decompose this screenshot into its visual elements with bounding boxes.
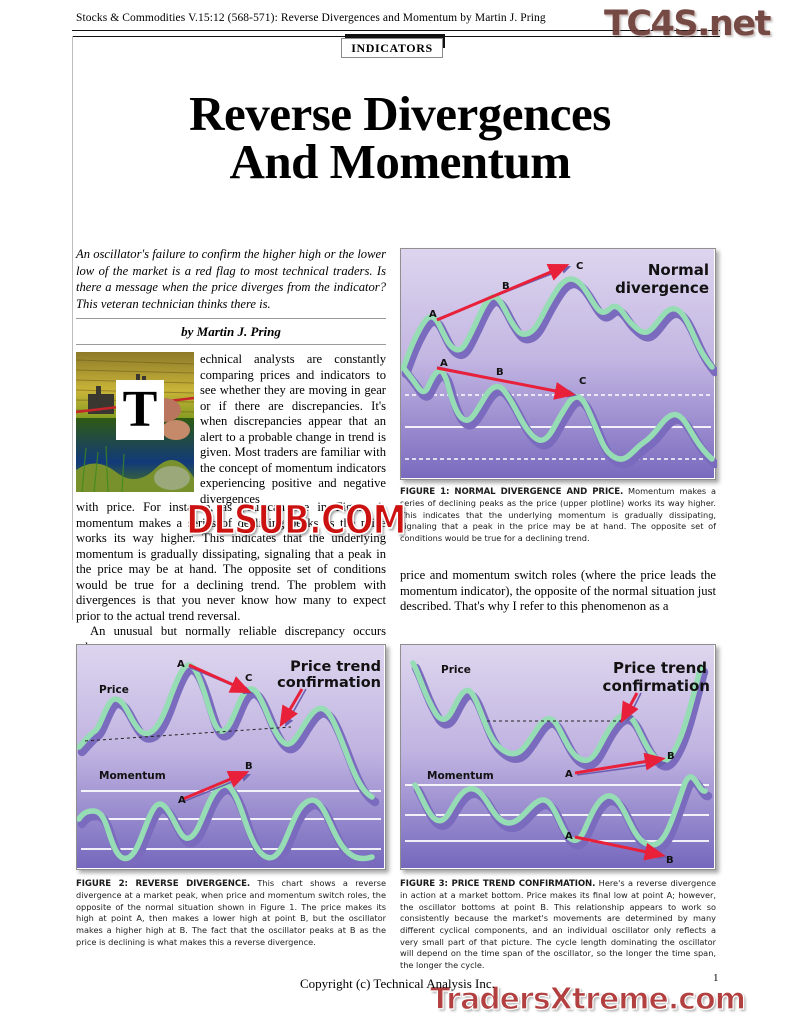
- figure-1-caption-body: Momentum makes a series of declining pea…: [400, 486, 716, 544]
- drop-cap: T: [116, 380, 164, 440]
- tradersxtreme-watermark: TradersXtreme.com: [429, 981, 746, 1017]
- figure-1-caption: FIGURE 1: NORMAL DIVERGENCE AND PRICE. M…: [400, 486, 716, 545]
- figure-1-price-marker-b: B: [502, 281, 510, 292]
- figure-1-momentum-marker-b: B: [496, 367, 504, 378]
- header-rule-top: [72, 30, 720, 31]
- figure-3-chart: A B A B Price Momentum Price trend confi…: [400, 644, 716, 870]
- figure-3-momentum-marker-b: B: [666, 855, 674, 866]
- copyright-notice: Copyright (c) Technical Analysis Inc.: [300, 976, 495, 991]
- figure-3-annotation-line1: Price trend: [613, 659, 707, 677]
- tc4s-watermark: TC4S.net: [604, 4, 771, 44]
- figure-2-caption-body: This chart shows a reverse divergence at…: [76, 878, 387, 947]
- figure-1-momentum-marker-c: C: [579, 376, 586, 387]
- figure-2-momentum-marker-b: B: [245, 761, 253, 772]
- figure-3-price-marker-b: B: [667, 751, 675, 762]
- figure-1-momentum-marker-a: A: [440, 358, 448, 369]
- figure-1-chart: A B C A B C Normal divergence: [400, 248, 717, 480]
- figure-1-annotation-line1: Normal: [648, 261, 709, 279]
- title-line-1: Reverse Divergences: [189, 86, 611, 141]
- figure-2-momentum-marker-a: A: [178, 795, 186, 806]
- figure-3-price-label: Price: [441, 664, 471, 676]
- figure-3-caption-body: Here's a reverse divergence in action at…: [400, 878, 716, 971]
- figure-2-annotation-line2: confirmation: [277, 675, 381, 691]
- deck-rule-bottom: [76, 344, 386, 345]
- body-column-left: with price. For instance, as you can see…: [76, 500, 386, 655]
- figure-1-price-marker-a: A: [429, 309, 437, 320]
- byline: by Martin J. Pring: [181, 324, 281, 339]
- figure-3-momentum-marker-a: A: [565, 831, 573, 842]
- column-rule: [72, 36, 73, 620]
- running-head: Stocks & Commodities V.15:12 (568-571): …: [76, 12, 546, 24]
- figure-3-caption: FIGURE 3: PRICE TREND CONFIRMATION. Here…: [400, 878, 716, 972]
- page-number: 1: [713, 972, 719, 984]
- figure-3-momentum-label: Momentum: [427, 770, 494, 782]
- title-line-2: And Momentum: [229, 134, 571, 190]
- figure-2-price-marker-c: C: [245, 673, 252, 684]
- figure-3-price-marker-a: A: [565, 769, 573, 780]
- page-title: Reverse Divergences And Momentum: [90, 89, 710, 190]
- deck-rule-top: [76, 318, 386, 319]
- opening-artwork: [76, 352, 194, 492]
- dlsub-watermark: DLSUB.COM: [185, 496, 407, 545]
- figure-2-chart: A C A B Price Momentum Price trend confi…: [76, 644, 386, 870]
- body-paragraph-opening: echnical analysts are constantly compari…: [200, 352, 386, 506]
- section-tag: INDICATORS: [341, 38, 443, 58]
- figure-1-caption-label: FIGURE 1: NORMAL DIVERGENCE AND PRICE.: [400, 487, 624, 497]
- figure-2-annotation-line1: Price trend: [290, 659, 381, 675]
- article-deck: An oscillator's failure to confirm the h…: [76, 247, 386, 311]
- figure-2-price-label: Price: [99, 684, 129, 696]
- body-column-right: price and momentum switch roles (where t…: [400, 568, 716, 614]
- body-paragraph-1-rest: with price. For instance, as you can see…: [76, 500, 386, 623]
- figure-1-price-marker-c: C: [576, 261, 583, 272]
- figure-2-caption-label: FIGURE 2: REVERSE DIVERGENCE.: [76, 879, 251, 889]
- figure-3-caption-label: FIGURE 3: PRICE TREND CONFIRMATION.: [400, 879, 596, 889]
- figure-1-annotation-line2: divergence: [615, 279, 709, 297]
- figure-2-caption: FIGURE 2: REVERSE DIVERGENCE. This chart…: [76, 878, 386, 948]
- figure-2-momentum-label: Momentum: [99, 770, 166, 782]
- figure-2-price-marker-a: A: [177, 659, 185, 670]
- figure-3-annotation-line2: confirmation: [603, 677, 710, 695]
